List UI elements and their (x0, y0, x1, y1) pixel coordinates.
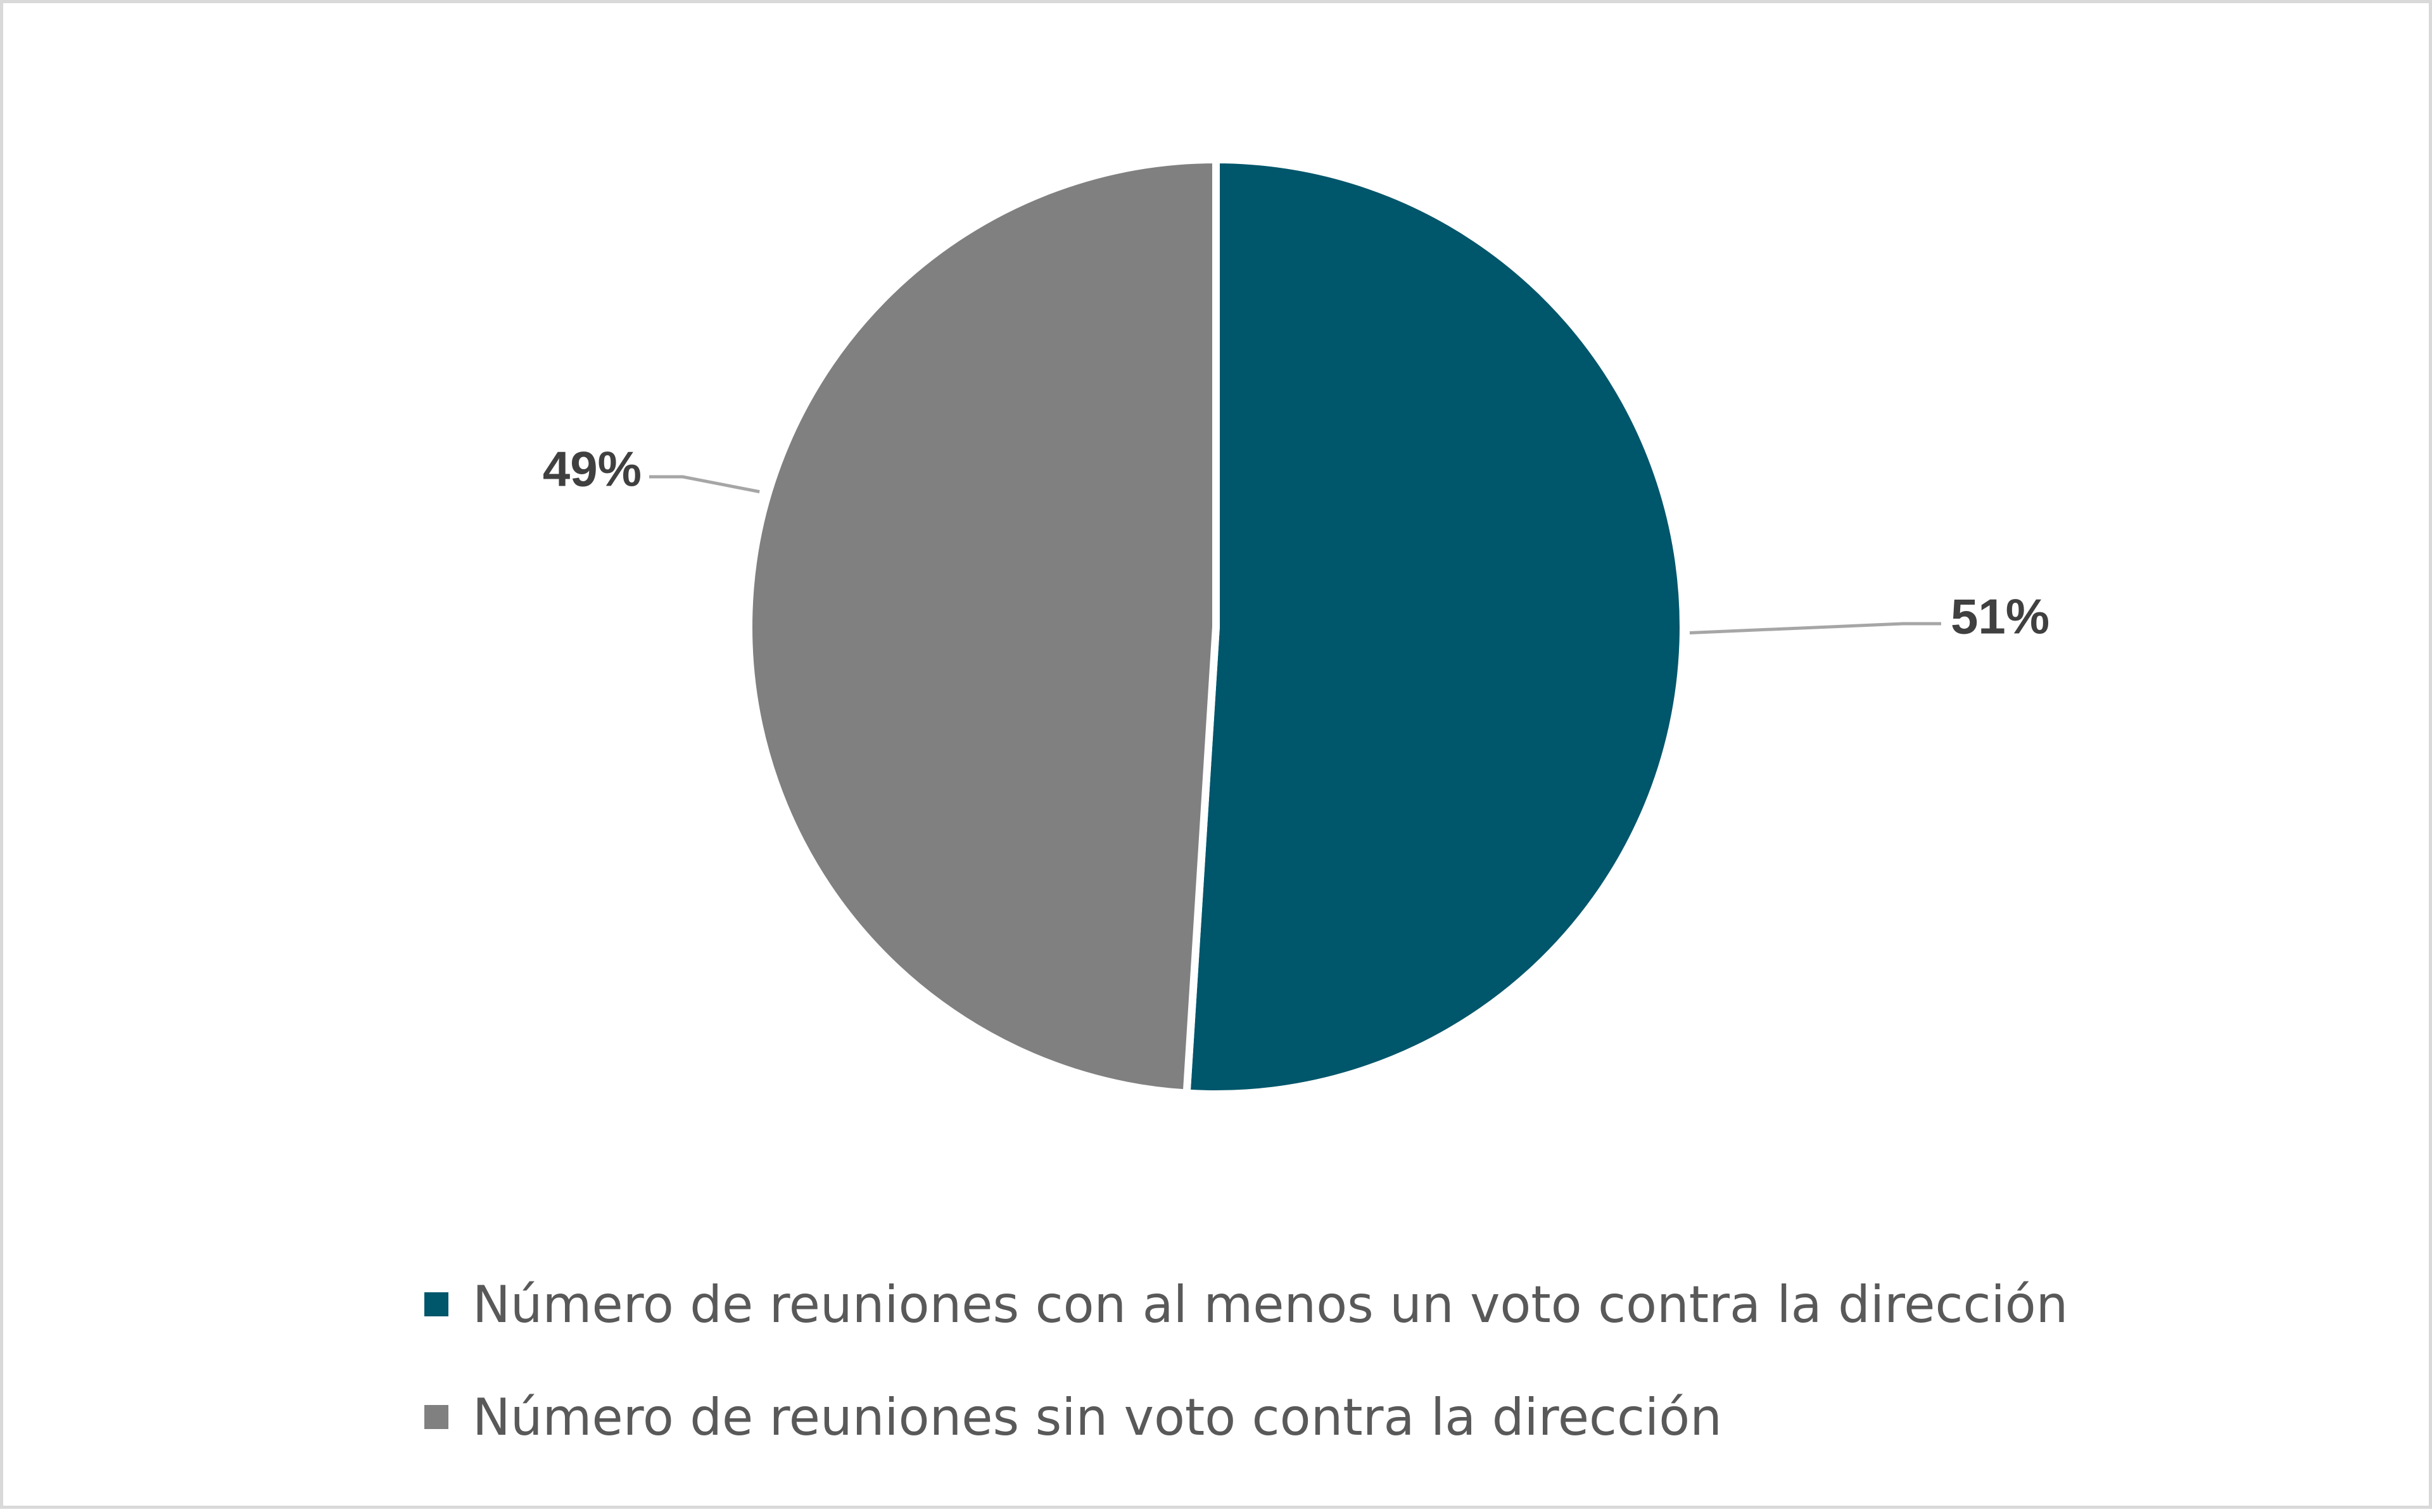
legend-swatch-1 (424, 1405, 448, 1429)
legend-item: Número de reuniones sin voto contra la d… (424, 1379, 2068, 1455)
legend-item: Número de reuniones con al menos un voto… (424, 1266, 2068, 1342)
pie-chart: 51% 49% (543, 156, 2049, 1098)
pie-slice-1 (745, 156, 1220, 1097)
data-label-1: 49% (543, 441, 642, 497)
legend-label-0: Número de reuniones con al menos un voto… (472, 1275, 2068, 1334)
legend-swatch-0 (424, 1292, 448, 1316)
legend-label-1: Número de reuniones sin voto contra la d… (472, 1387, 1722, 1447)
pie-slice-0 (1182, 156, 1687, 1098)
leader-line-0 (1689, 622, 1941, 635)
leader-line-1 (649, 475, 760, 494)
data-label-0: 51% (1951, 589, 2049, 645)
legend: Número de reuniones con al menos un voto… (424, 1266, 2068, 1492)
